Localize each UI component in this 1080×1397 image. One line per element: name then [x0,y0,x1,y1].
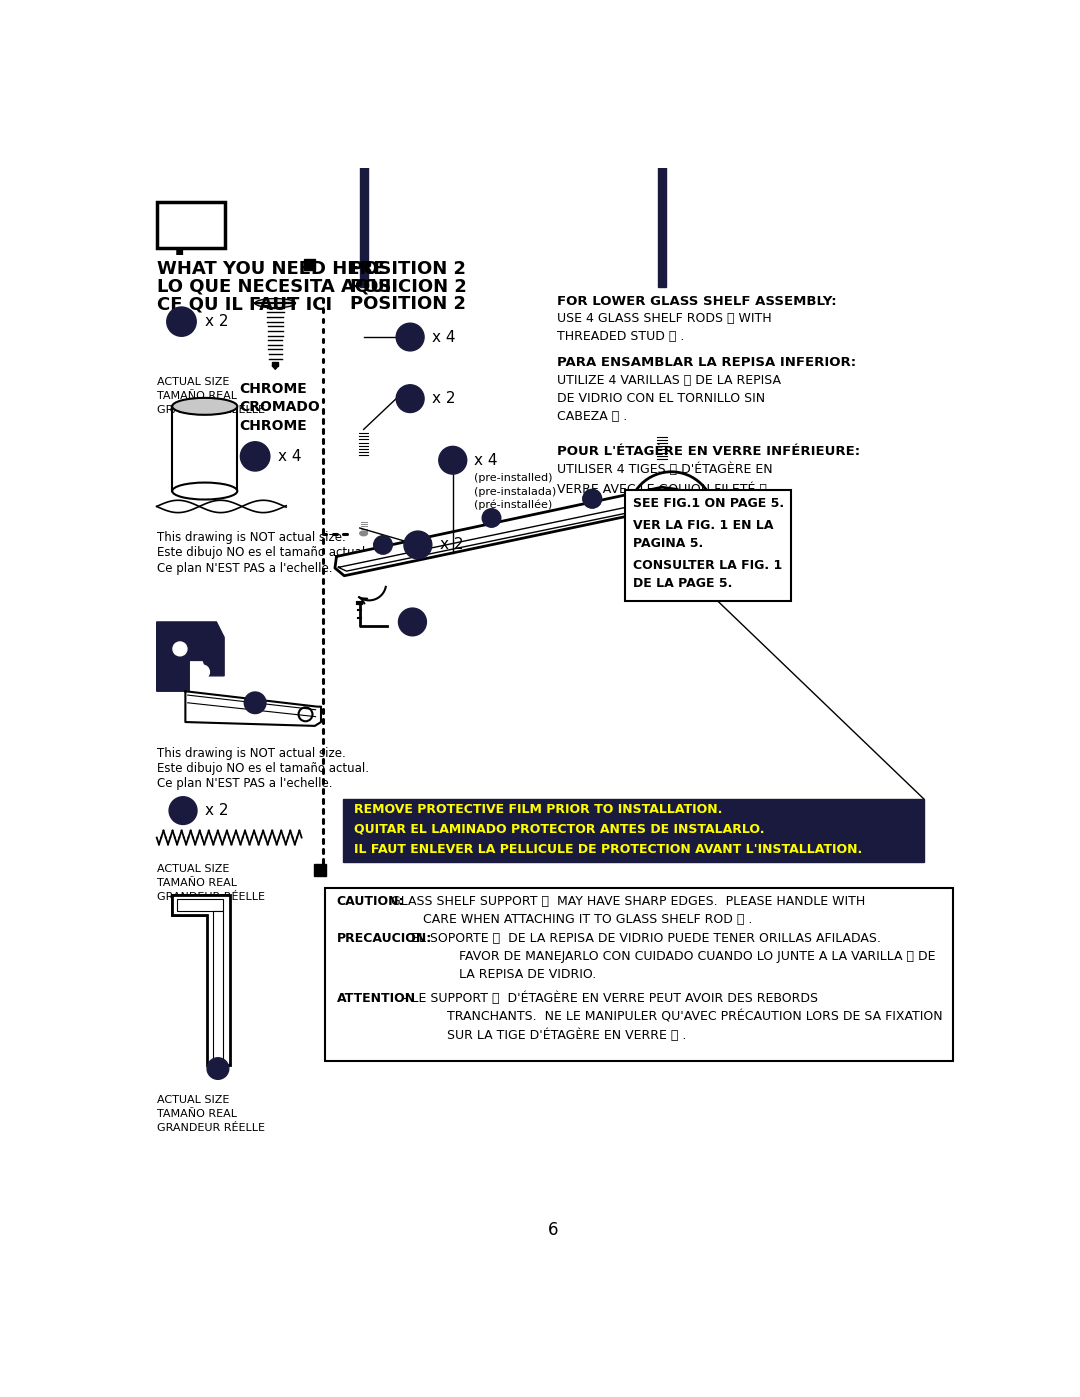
Text: PARA ENSAMBLAR LA REPISA INFERIOR:: PARA ENSAMBLAR LA REPISA INFERIOR: [557,356,856,369]
Bar [157,203,225,249]
Circle shape [399,608,427,636]
Text: WHAT YOU NEED HERE: WHAT YOU NEED HERE [157,260,386,278]
Text: x 2: x 2 [205,314,228,330]
Text: Este dibujo NO es el tamaño actual.: Este dibujo NO es el tamaño actual. [157,546,368,559]
Text: Este dibujo NO es el tamaño actual.: Este dibujo NO es el tamaño actual. [157,763,368,775]
Text: VER LA FIG. 1 EN LA
PAGINA 5.: VER LA FIG. 1 EN LA PAGINA 5. [633,518,773,550]
Text: USE 4 GLASS SHELF RODS ⓘ WITH
THREADED STUD ⓗ .: USE 4 GLASS SHELF RODS ⓘ WITH THREADED S… [557,313,772,344]
Circle shape [166,307,197,337]
Text: I: I [408,332,413,342]
Text: IL FAUT ENLEVER LA PELLICULE DE PROTECTION AVANT L'INSTALLATION.: IL FAUT ENLEVER LA PELLICULE DE PROTECTI… [354,842,863,856]
Text: Ce plan N'EST PAS a l'echelle.: Ce plan N'EST PAS a l'echelle. [157,562,333,576]
Text: L: L [449,455,456,465]
Text: CONSULTER LA FIG. 1
DE LA PAGE 5.: CONSULTER LA FIG. 1 DE LA PAGE 5. [633,559,782,590]
Bar [658,41,666,286]
Ellipse shape [658,535,666,539]
Text: x 4: x 4 [432,330,456,345]
Circle shape [374,535,392,555]
Circle shape [241,441,270,471]
Text: QUITAR EL LAMINADO PROTECTOR ANTES DE INSTALARLO.: QUITAR EL LAMINADO PROTECTOR ANTES DE IN… [354,823,765,835]
Text: (pre-installed)
(pre-instalada)
(pré-installée): (pre-installed) (pre-instalada) (pré-ins… [474,474,556,510]
Text: CHROME
CROMADO
CHROME: CHROME CROMADO CHROME [240,381,321,433]
Text: 6: 6 [549,1221,558,1239]
Text: K: K [177,316,187,328]
Bar [360,49,367,286]
Text: I: I [253,450,257,462]
Circle shape [195,665,210,679]
Circle shape [482,509,501,527]
Text: UTILIZE 4 VARILLAS ⓘ DE LA REPISA
DE VIDRIO CON EL TORNILLO SIN
CABEZA ⓗ .: UTILIZE 4 VARILLAS ⓘ DE LA REPISA DE VID… [557,374,781,423]
Text: K: K [414,539,422,550]
Text: CE QU IL FAUT ICI: CE QU IL FAUT ICI [157,295,332,313]
Circle shape [207,1058,229,1080]
Text: CAUTION:: CAUTION: [337,895,404,908]
Polygon shape [272,366,279,369]
Polygon shape [157,622,225,692]
Polygon shape [335,488,677,576]
Ellipse shape [255,299,296,307]
Text: G: G [252,697,259,708]
Text: UTILISER 4 TIGES ⓘ D'ÉTAGÈRE EN
VERRE AVEC LE GOUJON FILETÉ ⓗ .: UTILISER 4 TIGES ⓘ D'ÉTAGÈRE EN VERRE AV… [557,462,775,496]
Text: REMOVE PROTECTIVE FILM PRIOR TO INSTALLATION.: REMOVE PROTECTIVE FILM PRIOR TO INSTALLA… [354,803,723,816]
Bar [272,362,279,366]
Text: B: B [194,228,215,256]
Circle shape [396,323,424,351]
Text: x 4: x 4 [279,448,302,464]
Circle shape [404,531,432,559]
Ellipse shape [172,482,238,500]
Bar [625,489,792,601]
Polygon shape [177,900,224,911]
Text: x 4: x 4 [474,453,498,468]
Circle shape [583,489,602,509]
Text: ACTUAL SIZE
TAMAÑO REAL
GRANDEUR RÉELLE: ACTUAL SIZE TAMAÑO REAL GRANDEUR RÉELLE [157,377,265,415]
Bar [325,887,953,1060]
Bar [172,407,238,490]
Text: A: A [408,617,417,627]
Bar [314,863,326,876]
Text: EL SOPORTE ⓖ  DE LA REPISA DE VIDRIO PUEDE TENER ORILLAS AFILADAS.
             : EL SOPORTE ⓖ DE LA REPISA DE VIDRIO PUED… [407,932,935,981]
Text: SEE FIG.1 ON PAGE 5.: SEE FIG.1 ON PAGE 5. [633,497,784,510]
Circle shape [438,447,467,474]
Text: x 2: x 2 [440,538,463,552]
Circle shape [396,384,424,412]
Text: ACTUAL SIZE
TAMAÑO REAL
GRANDEUR RÉELLE: ACTUAL SIZE TAMAÑO REAL GRANDEUR RÉELLE [157,865,265,902]
Text: x 2: x 2 [205,803,228,819]
Text: ATTENTION: ATTENTION [337,992,416,1004]
Text: PRECAUCION:: PRECAUCION: [337,932,432,946]
Text: - LE SUPPORT ⓖ  D'ÉTAGÈRE EN VERRE PEUT AVOIR DES REBORDS
            TRANCHANTS: - LE SUPPORT ⓖ D'ÉTAGÈRE EN VERRE PEUT A… [400,992,943,1042]
Circle shape [170,796,197,824]
Text: LO QUE NECESITA AQUI: LO QUE NECESITA AQUI [157,278,391,296]
Text: Ce plan N'EST PAS a l'echelle.: Ce plan N'EST PAS a l'echelle. [157,778,333,791]
Text: x 2: x 2 [432,391,456,407]
Text: H: H [405,394,415,404]
Bar [342,799,924,862]
Circle shape [244,692,266,714]
Polygon shape [172,895,230,1065]
Circle shape [583,489,602,509]
Text: POSITION 2: POSITION 2 [350,295,467,313]
Text: POSITION 2: POSITION 2 [350,260,467,278]
Text: POUR L'ÉTAGÈRE EN VERRE INFÉRIEURE:: POUR L'ÉTAGÈRE EN VERRE INFÉRIEURE: [557,444,861,458]
Text: This drawing is NOT actual size.: This drawing is NOT actual size. [157,746,346,760]
Ellipse shape [172,398,238,415]
Ellipse shape [360,531,367,535]
Bar [303,260,314,270]
Circle shape [173,643,187,655]
Text: -: - [186,225,199,254]
Polygon shape [213,911,224,1069]
Polygon shape [186,692,321,726]
Text: ACTUAL SIZE
TAMAÑO REAL
GRANDEUR RÉELLE: ACTUAL SIZE TAMAÑO REAL GRANDEUR RÉELLE [157,1095,265,1133]
Text: H: H [178,806,188,816]
Text: FOR LOWER GLASS SHELF ASSEMBLY:: FOR LOWER GLASS SHELF ASSEMBLY: [557,295,837,307]
Text: G: G [589,495,596,503]
Text: POSICION 2: POSICION 2 [350,278,468,296]
Text: 4: 4 [161,225,188,264]
Text: GLASS SHELF SUPPORT ⓖ  MAY HAVE SHARP EDGES.  PLEASE HANDLE WITH
         CARE W: GLASS SHELF SUPPORT ⓖ MAY HAVE SHARP EDG… [387,895,865,926]
Text: This drawing is NOT actual size.: This drawing is NOT actual size. [157,531,346,543]
